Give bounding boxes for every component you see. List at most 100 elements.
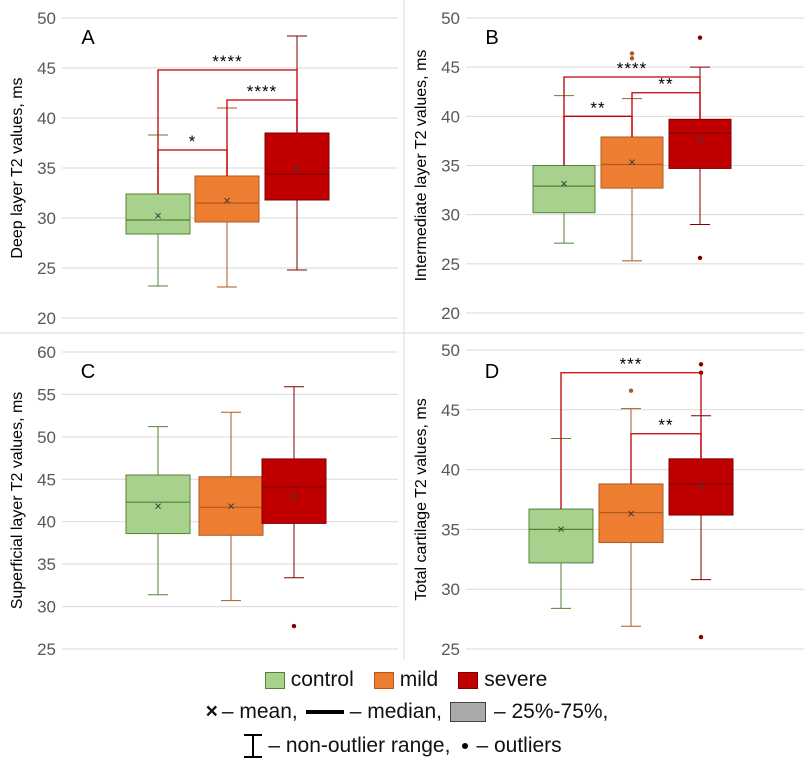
legend: control mild severe × – mean, – median, …: [0, 664, 804, 764]
significance-label: ****: [247, 82, 277, 101]
iqr-box: [125, 193, 191, 235]
y-tick-label: 25: [441, 640, 460, 659]
panel-label: B: [485, 27, 498, 49]
y-tick-label: 50: [37, 428, 56, 447]
mean-marker: ×: [560, 176, 568, 191]
y-tick-label: 50: [441, 341, 460, 360]
bracket-line: [563, 76, 701, 166]
box-mild: ×: [194, 107, 260, 288]
outlier-point: [698, 362, 704, 367]
panel-label: D: [485, 361, 499, 383]
legend-label-mild: mild: [399, 668, 439, 691]
whisker-range-icon: [244, 734, 263, 758]
y-tick-label: 45: [37, 59, 56, 78]
interquartile-box-icon: [449, 702, 486, 722]
outlier-point: [698, 634, 704, 640]
significance-bracket: ***: [560, 355, 702, 510]
legend-whisker-text: – non-outlier range,: [268, 734, 451, 757]
box-severe: ×: [668, 35, 732, 261]
box-mild: ×: [598, 388, 664, 627]
legend-swatch-control: [264, 671, 285, 689]
box-mild: ×: [198, 411, 264, 602]
y-tick-label: 55: [37, 385, 56, 404]
bracket-line: [157, 69, 298, 194]
y-tick-label: 45: [37, 470, 56, 489]
y-tick-label: 50: [441, 9, 460, 28]
outlier-point: [629, 51, 635, 56]
y-tick-label: 45: [441, 58, 460, 77]
y-tick-label: 60: [37, 343, 56, 362]
box-control: ×: [532, 95, 596, 244]
y-tick-label: 45: [441, 401, 460, 420]
y-tick-label: 25: [37, 259, 56, 278]
significance-label: **: [658, 75, 673, 94]
outlier-point: [628, 388, 634, 393]
iqr-box: [194, 175, 260, 223]
legend-groups-row: control mild severe: [0, 668, 804, 692]
legend-box-text: – 25%-75%,: [493, 700, 609, 723]
iqr-box: [261, 458, 327, 524]
legend-median-text: – median,: [349, 700, 442, 723]
legend-mean-text: – mean,: [221, 700, 298, 723]
median-line-icon: [305, 710, 344, 714]
legend-label-severe: severe: [484, 668, 548, 691]
outlier-point: [697, 255, 703, 261]
mean-marker-icon: ×: [205, 700, 218, 723]
y-tick-label: 40: [37, 109, 56, 128]
box-control: ×: [125, 134, 191, 287]
panel-C: 25 30 35 40 45 50 55 60 Superficial layer T2 val…: [9, 343, 398, 659]
legend-label-control: control: [290, 668, 354, 691]
y-tick-label: 30: [37, 598, 56, 617]
mean-marker: ×: [628, 155, 636, 170]
significance-bracket: ** **: [563, 59, 701, 166]
iqr-box: [528, 508, 594, 564]
significance-label: **: [590, 98, 605, 117]
box-control: ×: [125, 426, 191, 596]
mean-marker: ×: [697, 478, 705, 493]
y-tick-label: 40: [37, 513, 56, 532]
significance-label: ***: [620, 355, 643, 374]
iqr-box: [600, 136, 664, 189]
box-severe: ×: [261, 386, 327, 629]
mean-marker: ×: [290, 488, 298, 503]
y-tick-label: 30: [441, 580, 460, 599]
box-mild: ×: [600, 51, 664, 262]
significance-label: ****: [617, 59, 647, 78]
y-tick-label: 35: [441, 157, 460, 176]
iqr-box: [668, 118, 732, 169]
mean-marker: ×: [696, 132, 704, 147]
iqr-box: [264, 132, 330, 201]
mean-marker: ×: [227, 498, 235, 513]
legend-range-row: – non-outlier range, – outliers: [0, 733, 804, 759]
panel-D: 25 30 35 40 45 50 Total cartilage T2 values, m…: [413, 341, 804, 659]
outlier-point: [697, 35, 703, 40]
mean-marker: ×: [154, 208, 162, 223]
significance-bracket: ****: [157, 52, 298, 194]
iqr-box: [532, 165, 596, 214]
significance-label: **: [658, 416, 673, 435]
y-tick-label: 40: [441, 461, 460, 480]
y-tick-label: 30: [441, 206, 460, 225]
y-axis-label: Intermediate layer T2 values, ms: [413, 50, 430, 282]
y-tick-label: 40: [441, 107, 460, 126]
y-tick-label: 35: [441, 520, 460, 539]
iqr-box: [198, 476, 264, 536]
panel-label: A: [81, 27, 95, 49]
y-axis-label: Total cartilage T2 values, ms: [413, 398, 430, 600]
iqr-box: [125, 474, 191, 535]
significance-label: ****: [212, 52, 242, 71]
legend-swatch-mild: [373, 671, 394, 689]
bracket-line: [560, 372, 702, 510]
significance-label: *: [189, 132, 197, 151]
y-tick-label: 35: [37, 159, 56, 178]
legend-outlier-text: – outliers: [476, 734, 562, 757]
outlier-point: [629, 56, 635, 61]
panel-label: C: [81, 361, 95, 383]
y-tick-label: 35: [37, 555, 56, 574]
y-tick-label: 50: [37, 9, 56, 28]
mean-marker: ×: [293, 161, 301, 176]
mean-marker: ×: [557, 521, 565, 536]
y-tick-label: 25: [441, 255, 460, 274]
mean-marker: ×: [627, 506, 635, 521]
